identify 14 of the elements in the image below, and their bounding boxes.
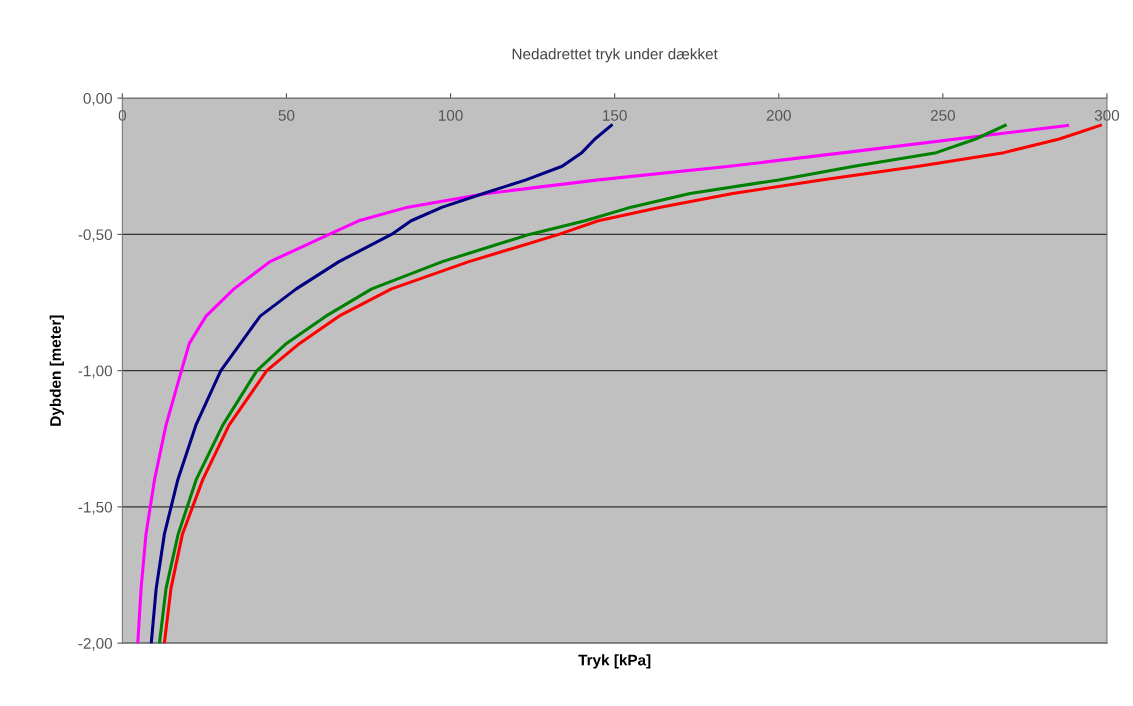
x-axis-title: Tryk [kPa] (578, 654, 651, 669)
x-tick-label: 150 (603, 109, 627, 121)
x-tick-label: 200 (766, 109, 791, 121)
y-axis-title: Dybden [meter] (49, 315, 64, 426)
y-tick-label: -1,00 (78, 365, 113, 379)
chart-title: Nedadrettet tryk under dækket (512, 48, 718, 63)
y-tick-label: -1,50 (78, 501, 113, 515)
y-tick-label: -2,00 (78, 638, 113, 651)
y-tick-label: 0,00 (83, 93, 113, 106)
y-tick-label: -0,50 (78, 229, 113, 242)
x-tick-label: 100 (438, 109, 463, 121)
line-series (149, 123, 613, 644)
x-tick-label: 50 (278, 109, 295, 121)
x-tick-label: 250 (930, 109, 955, 121)
